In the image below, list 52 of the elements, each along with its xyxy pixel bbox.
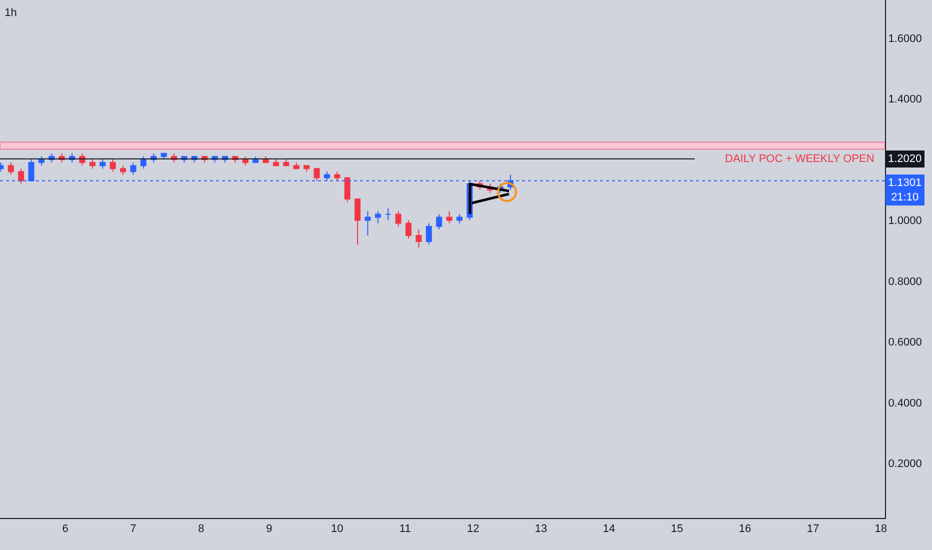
y-tick-label: 1.0000 xyxy=(888,215,922,228)
y-tick-label: 1.1301 xyxy=(888,177,922,189)
text: 1h xyxy=(4,6,17,19)
x-tick-label: 18 xyxy=(874,523,888,536)
candlestick xyxy=(436,214,442,230)
text: 21:10 xyxy=(891,191,919,204)
candlestick xyxy=(406,220,412,239)
candlestick xyxy=(8,162,14,176)
candlestick xyxy=(456,214,462,224)
y-tick-label: 1.2020 xyxy=(888,153,922,165)
candlestick xyxy=(354,198,361,246)
candlestick xyxy=(364,210,371,236)
candlestick xyxy=(18,168,24,184)
y-tick-label: 1.4000 xyxy=(888,94,922,106)
candlestick xyxy=(160,152,167,160)
ref-line-label: DAILY POC + WEEKLY OPEN xyxy=(725,153,874,165)
candlestick xyxy=(100,159,106,170)
candlestick xyxy=(272,159,279,166)
candlestick xyxy=(446,210,452,224)
x-tick-label: 8 xyxy=(198,523,204,536)
y-tick-label: 0.6000 xyxy=(888,336,922,349)
x-tick-label: 7 xyxy=(130,523,136,536)
candlestick xyxy=(385,208,392,221)
candlestick xyxy=(89,159,96,170)
candlestick xyxy=(140,156,146,170)
candlestick xyxy=(416,228,422,248)
y-tick-label: 0.2000 xyxy=(888,458,922,470)
x-tick-label: 13 xyxy=(534,523,548,536)
x-tick-label: 14 xyxy=(602,523,616,536)
x-tick-label: 9 xyxy=(266,523,272,536)
candlestick xyxy=(110,159,116,172)
y-tick-label: 1.6000 xyxy=(888,32,922,45)
x-tick-label: 12 xyxy=(466,523,480,536)
x-tick-label: 10 xyxy=(331,523,344,536)
candlestick xyxy=(426,222,432,246)
x-tick-label: 11 xyxy=(399,523,411,536)
y-tick-label: 0.4000 xyxy=(888,397,922,410)
x-tick-label: 17 xyxy=(806,523,820,536)
candlestick xyxy=(120,165,126,176)
candlestick xyxy=(314,168,320,182)
candlestick xyxy=(395,210,402,227)
candlestick xyxy=(283,159,290,166)
x-tick-label: 16 xyxy=(738,523,752,536)
candlestick xyxy=(293,162,300,170)
candlestick xyxy=(304,165,310,172)
candlestick xyxy=(130,162,136,176)
x-tick-label: 15 xyxy=(670,523,684,536)
candlestick xyxy=(334,171,340,182)
candlestick xyxy=(374,210,381,224)
y-tick-label: 0.8000 xyxy=(888,276,922,288)
x-tick-label: 6 xyxy=(62,523,68,536)
candlestick xyxy=(344,177,350,203)
